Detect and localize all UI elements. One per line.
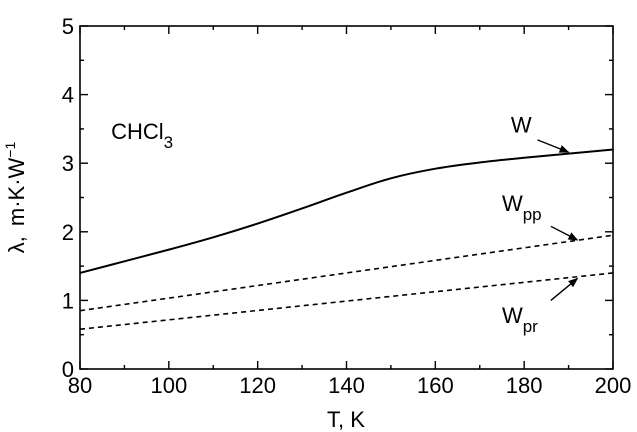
series-wpr-arrow (550, 277, 579, 301)
y-tick-label: 2 (62, 220, 74, 245)
series-w-line (79, 148, 614, 274)
x-tick-label: 180 (506, 373, 543, 398)
x-axis-label: T, K (327, 407, 365, 432)
y-axis-label: λ, m·K·W−1 (2, 142, 29, 254)
x-tick-label: 140 (328, 373, 365, 398)
y-axis-label-comma: , (4, 236, 29, 242)
series-wpp-line (79, 234, 614, 312)
series-w-label: W (511, 112, 532, 137)
x-tick-label: 200 (595, 373, 632, 398)
y-tick-label: 1 (62, 288, 74, 313)
series-wpr-label: Wpr (502, 303, 538, 336)
y-tick-label: 5 (62, 14, 74, 39)
x-tick-label: 160 (417, 373, 454, 398)
y-tick-label: 3 (62, 151, 74, 176)
y-tick-label: 0 (62, 357, 74, 382)
svg-text:λ,m·K·W−1: λ, m·K·W−1 (2, 142, 29, 254)
series-wpp-label: Wpp (502, 191, 542, 224)
series-wpp-arrow (550, 225, 579, 241)
series-w-arrow (537, 139, 570, 153)
y-axis-label-units: m·K·W (4, 157, 29, 226)
compound-annotation: CHCl3 (111, 119, 173, 152)
y-tick-label: 4 (62, 83, 74, 108)
x-tick-label: 100 (150, 373, 187, 398)
x-tick-label: 120 (239, 373, 276, 398)
x-tick-label: 80 (68, 373, 92, 398)
y-axis-label-units-superscript: −1 (2, 142, 18, 158)
y-axis-label-symbol: λ (4, 242, 29, 253)
